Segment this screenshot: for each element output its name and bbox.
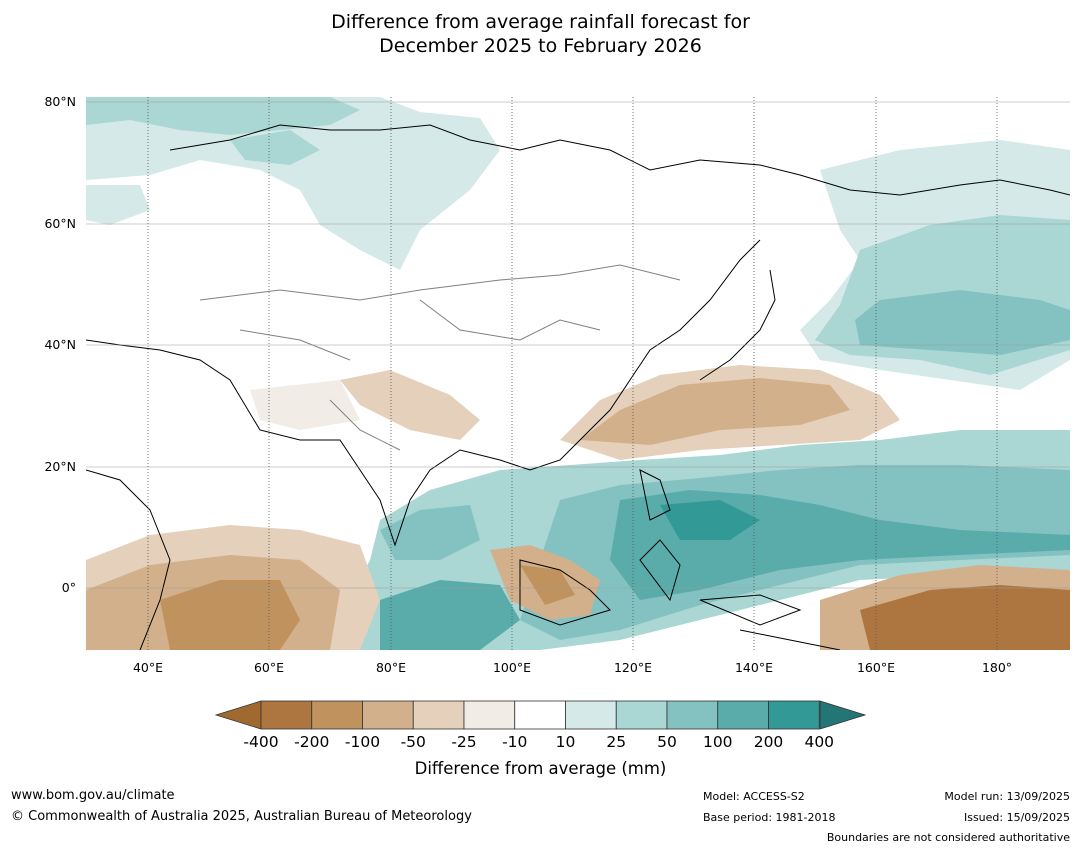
- lon-label-60e: 60°E: [253, 660, 285, 675]
- lon-label-100e: 100°E: [492, 660, 531, 675]
- colorbar-label: 200: [753, 733, 784, 751]
- colorbar-label: -25: [451, 733, 477, 751]
- colorbar-cells: [260, 700, 820, 730]
- lon-label-80e: 80°E: [375, 660, 407, 675]
- footer-base-period: Base period: 1981-2018: [703, 811, 836, 824]
- footer-issued: Issued: 15/09/2025: [963, 811, 1070, 824]
- lon-label-160e: 160°E: [856, 660, 895, 675]
- colorbar-extend-low: [214, 700, 262, 730]
- colorbar-label: 25: [606, 733, 627, 751]
- rainfall-map: [86, 97, 1070, 650]
- lon-label-40e: 40°E: [132, 660, 164, 675]
- lat-label-60n: 60°N: [44, 216, 76, 231]
- lat-label-40n: 40°N: [44, 337, 76, 352]
- colorbar-cell: [412, 700, 465, 730]
- colorbar-cell: [565, 700, 617, 730]
- colorbar-label: 10: [555, 733, 576, 751]
- colorbar-label: -50: [400, 733, 426, 751]
- lat-label-80n: 80°N: [44, 94, 76, 109]
- lon-label-180: 180°: [981, 660, 1013, 675]
- colorbar-label: -10: [502, 733, 528, 751]
- colorbar-label: -200: [294, 733, 330, 751]
- colorbar-label: 100: [702, 733, 733, 751]
- colorbar-cell: [717, 700, 769, 730]
- lat-label-0: 0°: [61, 580, 76, 595]
- footer-boundaries-note: Boundaries are not considered authoritat…: [826, 831, 1070, 844]
- title-line-2: December 2025 to February 2026: [379, 35, 702, 57]
- title-line-1: Difference from average rainfall forecas…: [331, 11, 750, 33]
- footer-model: Model: ACCESS-S2: [703, 790, 805, 803]
- colorbar-cell: [615, 700, 668, 730]
- colorbar-cell: [362, 700, 414, 730]
- footer-url[interactable]: www.bom.gov.au/climate: [11, 788, 175, 803]
- colorbar-label: 50: [657, 733, 677, 751]
- colorbar-label: 400: [804, 733, 835, 751]
- colorbar-extend-high: [819, 700, 867, 730]
- colorbar-label: -100: [344, 733, 381, 751]
- lon-label-140e: 140°E: [734, 660, 773, 675]
- colorbar-cell: [260, 700, 313, 730]
- map-area: [86, 97, 1070, 650]
- colorbar-cell: [514, 700, 566, 730]
- lat-label-20n: 20°N: [44, 459, 76, 474]
- colorbar-title: Difference from average (mm): [414, 759, 667, 778]
- map-title: Difference from average rainfall forecas…: [0, 10, 1081, 58]
- colorbar-label: -400: [243, 733, 279, 751]
- colorbar-cell: [666, 700, 719, 730]
- colorbar-cell: [311, 700, 363, 730]
- colorbar-cell: [463, 700, 516, 730]
- lon-label-120e: 120°E: [613, 660, 652, 675]
- colorbar-cell: [768, 700, 820, 730]
- colorbar: [214, 700, 867, 730]
- footer-copyright: © Commonwealth of Australia 2025, Austra…: [11, 809, 472, 824]
- footer-model-run: Model run: 13/09/2025: [944, 790, 1070, 803]
